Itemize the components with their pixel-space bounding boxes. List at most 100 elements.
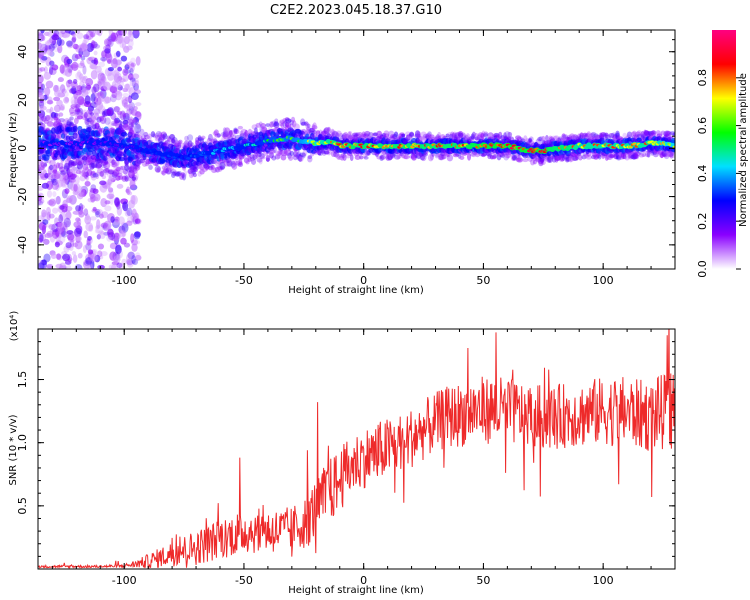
spectrogram-cell: [311, 133, 316, 139]
spectrogram-cell: [38, 232, 44, 243]
spectrogram-cell: [158, 132, 163, 138]
spectrogram-cell: [338, 155, 344, 160]
spectrogram-cell: [72, 254, 78, 263]
spectrogram-cell: [234, 156, 239, 161]
spectrogram-cell: [57, 134, 63, 140]
spectrogram-marks: [38, 30, 675, 269]
spectrogram-cell: [273, 122, 280, 129]
spectrogram-cell: [335, 132, 340, 140]
spectrogram-cell: [197, 170, 202, 177]
spectrogram-cell: [517, 154, 522, 162]
spectrogram-cell: [87, 254, 94, 264]
spectrogram-cell: [68, 122, 75, 128]
spectrogram-cell: [379, 150, 386, 156]
spectrogram-cell: [71, 37, 76, 44]
spectrogram-cell: [51, 34, 60, 41]
spectrogram-cell: [99, 184, 108, 193]
spectrogram-cell: [119, 110, 126, 121]
spectrogram-cell: [352, 133, 358, 140]
spectrogram-cell: [50, 174, 57, 179]
spectrogram-cell: [47, 200, 54, 206]
spectrogram-cell: [338, 132, 344, 138]
spectrogram-cell: [53, 48, 61, 53]
spectrogram-cell: [526, 139, 532, 144]
spectrogram-cell: [228, 130, 233, 137]
spectrogram-cell: [45, 114, 51, 121]
spectrogram-cell: [121, 176, 128, 180]
spectrogram-cell: [409, 154, 415, 159]
spectrogram-cell: [126, 176, 132, 182]
spectrogram-cell: [92, 206, 97, 212]
spectrogram-cell: [85, 83, 91, 91]
spectrogram-cell: [497, 135, 501, 141]
spectrogram-cell: [38, 48, 44, 59]
spectrogram-cell: [299, 154, 304, 162]
spectrogram-cell: [110, 127, 115, 134]
spectrogram-cell: [137, 134, 143, 139]
spectrogram-cell: [470, 133, 475, 140]
spectrogram-cell: [299, 152, 306, 157]
spectrogram-cell: [48, 198, 56, 207]
spectrogram-cell: [88, 109, 93, 115]
spectrogram-cell: [490, 155, 496, 160]
spectrogram-cell: [71, 36, 77, 43]
spectrogram-cell: [493, 153, 498, 159]
spectrogram-cell: [349, 154, 354, 161]
spectrogram-cell: [216, 133, 221, 138]
spectrogram-cell: [289, 150, 295, 156]
spectrogram-cell: [46, 159, 52, 164]
spectrogram-cell: [403, 154, 411, 160]
spectrogram-cell: [449, 131, 455, 139]
spectrogram-cell: [133, 82, 139, 91]
spectrogram-cell: [416, 131, 422, 138]
spectrogram-cell: [52, 207, 59, 214]
spectrogram-cell: [165, 167, 172, 175]
spectrogram-cell: [77, 96, 85, 105]
spectrogram-cell: [311, 133, 318, 138]
spectrogram-cell: [408, 132, 415, 139]
spectrogram-cell: [74, 96, 79, 106]
spectrogram-cell: [49, 30, 55, 34]
spectrogram-cell: [134, 80, 140, 87]
spectrogram-cell: [106, 234, 113, 242]
spectrogram-cell: [83, 208, 89, 217]
spectrogram-cell: [91, 40, 96, 48]
spectrogram-cell: [219, 162, 226, 170]
spectrogram-cell: [118, 37, 124, 42]
spectrogram-cell: [117, 150, 124, 157]
spectrogram-cell: [125, 126, 131, 131]
spectrogram-cell: [491, 154, 497, 160]
spectrogram-cell: [121, 40, 127, 50]
spectrogram-cell: [90, 70, 98, 80]
spectrogram-cell: [132, 166, 138, 172]
spectrogram-cell: [75, 104, 80, 109]
spectrogram-cell: [97, 243, 105, 250]
spectrogram-cell: [75, 205, 81, 212]
spectrogram-cell: [88, 30, 97, 38]
spectrogram-cell: [66, 40, 74, 49]
spectrogram-cell: [487, 153, 492, 160]
spectrogram-cell: [67, 79, 73, 85]
spectrogram-cell: [164, 140, 171, 146]
spectrogram-cell: [61, 225, 69, 236]
spectrogram-cell: [115, 77, 122, 84]
spectrogram-cell: [44, 232, 53, 239]
spectrogram-cell: [121, 222, 129, 233]
spectrogram-cell: [82, 160, 87, 166]
spectrogram-cell: [460, 132, 467, 140]
spectrogram-cell: [131, 243, 138, 252]
spectrogram-cell: [90, 171, 96, 176]
spectrogram-cell: [302, 148, 308, 157]
spectrogram-cell: [116, 110, 123, 116]
spectrogram-cell: [232, 134, 237, 141]
spectrogram-cell: [133, 30, 140, 35]
spectrogram-cell: [64, 68, 73, 77]
spectrogram-cell: [246, 155, 252, 162]
spectrogram-cell: [72, 78, 78, 84]
spectrogram-cell: [93, 57, 98, 66]
spectrogram-cell: [125, 186, 131, 195]
spectrogram-cell: [51, 64, 59, 71]
spectrogram-cell: [135, 56, 141, 66]
spectrogram-cell: [52, 191, 57, 197]
spectrogram-cell: [94, 30, 102, 36]
